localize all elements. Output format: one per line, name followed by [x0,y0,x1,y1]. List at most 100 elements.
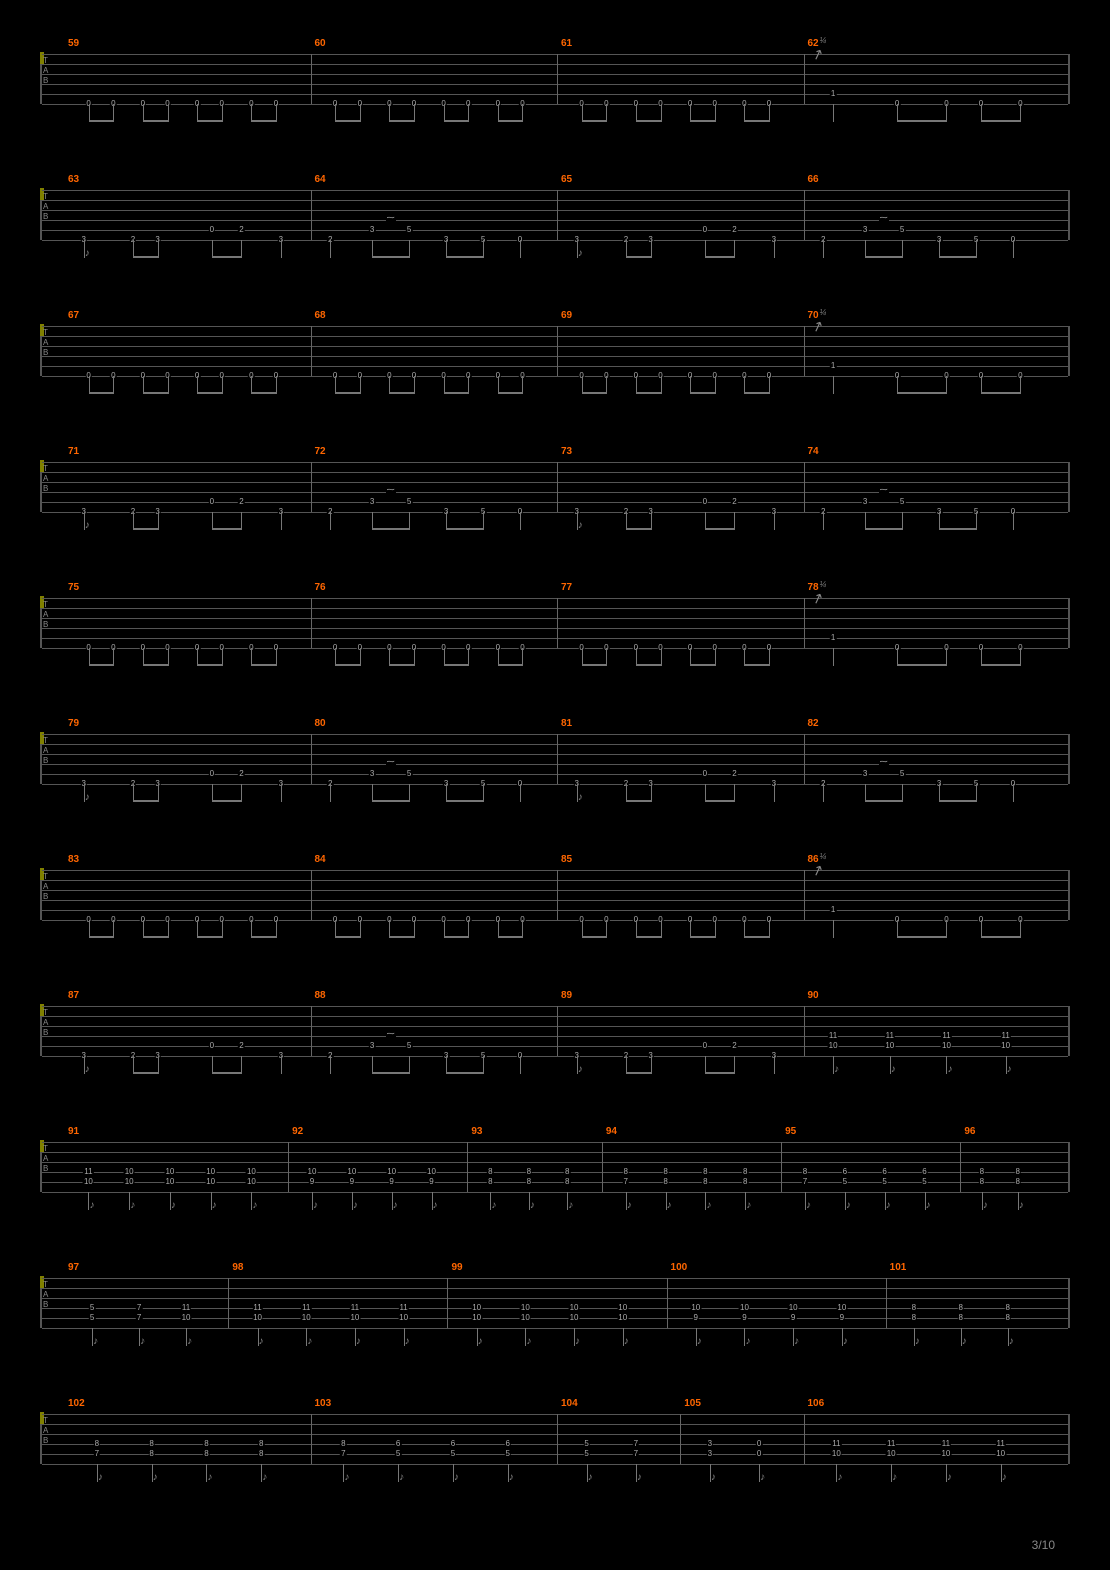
fret-number: 0 [702,226,708,234]
tab-label: TAB [43,192,48,222]
fret-number: 8 [340,1440,346,1448]
fret-number: 6 [921,1168,927,1176]
fret-number: 0 [209,226,215,234]
measure-number: 66 [808,174,819,185]
staff-row: TAB633♪2302364235⁓350653♪2302366235⁓350 [40,176,1070,264]
slide-marker: ⁓ [879,214,889,222]
fret-number: 8 [258,1440,264,1448]
measure-number: 100 [671,1262,688,1273]
measure-number: 83 [68,854,79,865]
measure-number: 76 [315,582,326,593]
fret-number: 3 [862,498,868,506]
fret-number: 2 [731,226,737,234]
tab-label: TAB [43,1144,48,1174]
fret-number: 8 [911,1304,917,1312]
measure-number: 84 [315,854,326,865]
tab-label: TAB [43,1280,48,1310]
measure-number: 74 [808,446,819,457]
fret-number: 0 [209,1042,215,1050]
fret-number: 8 [802,1168,808,1176]
fret-number: 8 [526,1168,532,1176]
fret-number: 9 [349,1178,355,1186]
fret-number: 10 [831,1450,842,1458]
fret-number: 5 [406,498,412,506]
tab-label: TAB [43,328,48,358]
fret-number: 10 [569,1304,580,1312]
fret-number: 10 [307,1168,318,1176]
fret-number: 8 [622,1168,628,1176]
fret-number: 8 [1014,1178,1020,1186]
fret-number: 5 [450,1450,456,1458]
fret-number: 3 [369,770,375,778]
fret-number: 3 [369,226,375,234]
fret-number: 0 [756,1450,762,1458]
fret-number: 9 [309,1178,315,1186]
fret-number: 10 [164,1168,175,1176]
fret-number: 10 [617,1314,628,1322]
measure-number: 102 [68,1398,85,1409]
measure-number: 95 [785,1126,796,1137]
fret-number: 2 [731,770,737,778]
fret-number: 1 [830,90,836,98]
fret-number: 5 [504,1450,510,1458]
measure-number: 85 [561,854,572,865]
fret-number: 1 [830,634,836,642]
measure-number: 69 [561,310,572,321]
measure-number: 61 [561,38,572,49]
tab-label: TAB [43,1008,48,1038]
fret-number: 0 [702,770,708,778]
measure-number: 89 [561,990,572,1001]
staff-row: TAB713♪2302372235⁓350733♪2302374235⁓350 [40,448,1070,536]
fret-number: 8 [258,1450,264,1458]
measure-number: 87 [68,990,79,1001]
fret-number: 8 [487,1168,493,1176]
fret-number: 1 [830,362,836,370]
tab-label: TAB [43,464,48,494]
staff-row: TAB75000000007600000000770000000078¼↗100… [40,584,1070,672]
fret-number: 9 [693,1314,699,1322]
fret-number: 5 [583,1450,589,1458]
fret-number: 11 [1000,1032,1010,1040]
slide-marker: ⁓ [386,758,396,766]
staff-row: TAB9755♪77♪1110♪981110♪1110♪1110♪1110♪99… [40,1264,1070,1352]
fret-number: 3 [369,498,375,506]
fret-number: 9 [790,1314,796,1322]
tab-label: TAB [43,872,48,902]
fret-number: 10 [83,1178,94,1186]
measure-number: 64 [315,174,326,185]
fret-number: 7 [633,1450,639,1458]
measure-number: 101 [890,1262,907,1273]
measure-number: 104 [561,1398,578,1409]
measure-number: 96 [964,1126,975,1137]
fret-number: 3 [707,1440,713,1448]
fret-number: 10 [426,1168,437,1176]
fret-number: 10 [617,1304,628,1312]
fret-number: 8 [487,1178,493,1186]
fret-number: 2 [238,770,244,778]
fret-number: 7 [633,1440,639,1448]
fret-number: 7 [136,1304,142,1312]
measure-number: 65 [561,174,572,185]
staff-row: TAB911110♪1010♪1010♪1010♪1010♪92109♪109♪… [40,1128,1070,1216]
fret-number: 5 [899,770,905,778]
fret-number: 0 [756,1440,762,1448]
fret-number: 10 [205,1178,216,1186]
fret-number: 0 [209,498,215,506]
tablature-page: TAB59000000006000000000610000000062¼↗100… [40,40,1070,1488]
slide-marker: ⁓ [879,758,889,766]
fret-number: 10 [569,1314,580,1322]
fret-number: 10 [941,1042,952,1050]
fret-number: 11 [831,1440,841,1448]
fret-number: 9 [428,1178,434,1186]
fret-number: 8 [203,1440,209,1448]
measure-number: 75 [68,582,79,593]
fret-number: 5 [89,1314,95,1322]
fret-number: 11 [252,1304,262,1312]
fret-number: 10 [739,1304,750,1312]
fret-number: 8 [702,1178,708,1186]
fret-number: 10 [246,1168,257,1176]
fret-number: 6 [881,1168,887,1176]
fret-number: 6 [395,1440,401,1448]
tab-label: TAB [43,600,48,630]
fret-number: 8 [148,1440,154,1448]
